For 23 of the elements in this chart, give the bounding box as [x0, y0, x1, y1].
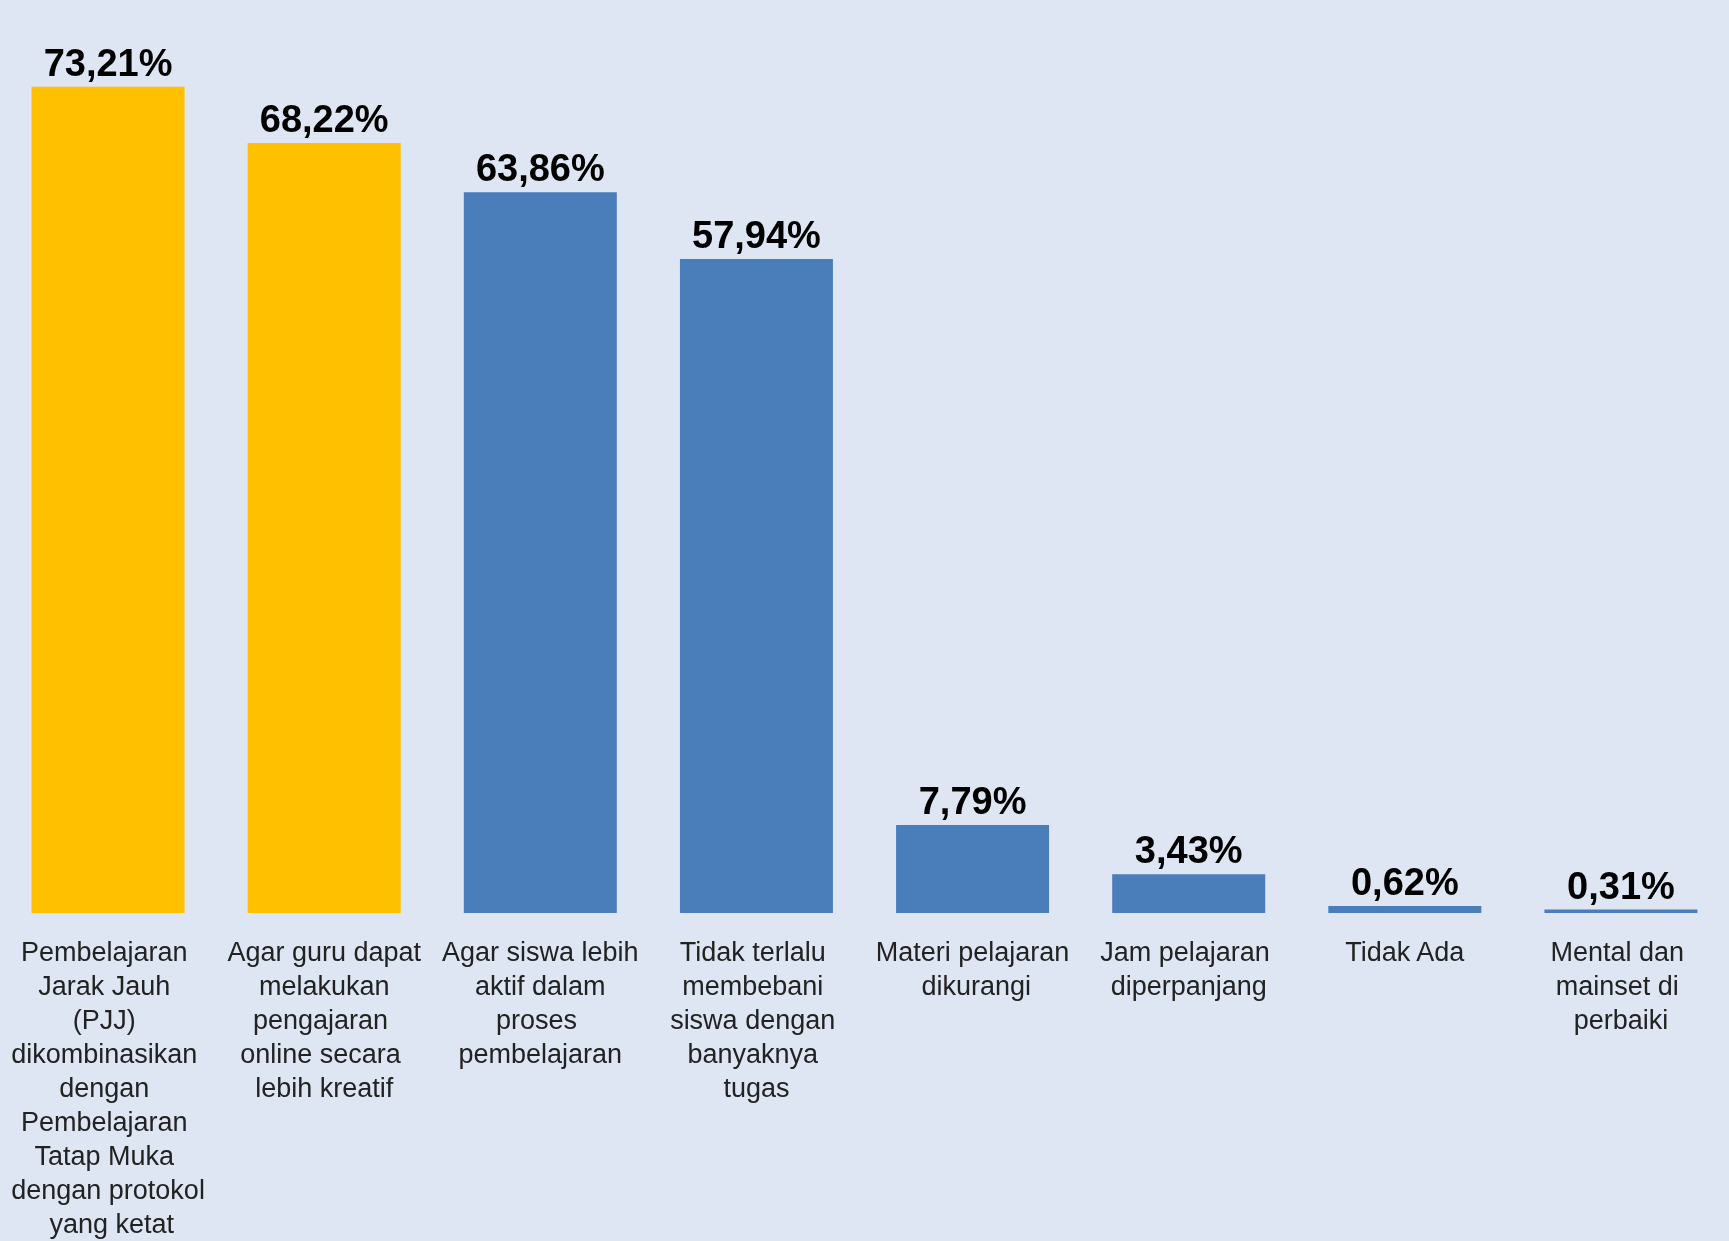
data-label: 7,79%: [918, 780, 1027, 823]
data-label: 68,22%: [259, 97, 389, 140]
x-tick-label: Mental dan mainset di perbaiki: [1550, 937, 1692, 1035]
data-label: 57,94%: [691, 214, 821, 256]
bar: [31, 86, 185, 913]
bar: [679, 259, 833, 913]
x-tick-label: Jam pelajaran diperpanjang: [1100, 937, 1278, 1001]
data-label: 3,43%: [1134, 829, 1243, 872]
bar: [1112, 874, 1266, 913]
x-tick-label: Materi pelajaran dikurangi: [875, 937, 1070, 1001]
bar: [1328, 906, 1482, 913]
bar: [247, 142, 401, 913]
data-label: 0,31%: [1567, 864, 1675, 907]
category-label: Pembelajaran Jarak Jauh (PJJ) dikombinasikan dengan Pembelajaran Tatap Muka dengan protokol yang ketat: [11, 937, 205, 1239]
x-tick-label: Tidak terlalu membebani siswa dengan banyaknya tugas: [670, 937, 843, 1103]
x-tick-label: Tidak Ada: [1345, 937, 1466, 967]
data-label: 63,86%: [475, 147, 605, 190]
data-label: 73,21%: [43, 41, 173, 84]
bar: [463, 192, 617, 913]
x-tick-label: Agar siswa lebih aktif dalam proses pembelajaran: [442, 937, 639, 1069]
bar: [896, 825, 1050, 913]
data-label: 0,62%: [1350, 861, 1459, 903]
x-tick-label: Agar guru dapat melakukan pengajaran online secara lebih kreatif: [227, 937, 422, 1103]
